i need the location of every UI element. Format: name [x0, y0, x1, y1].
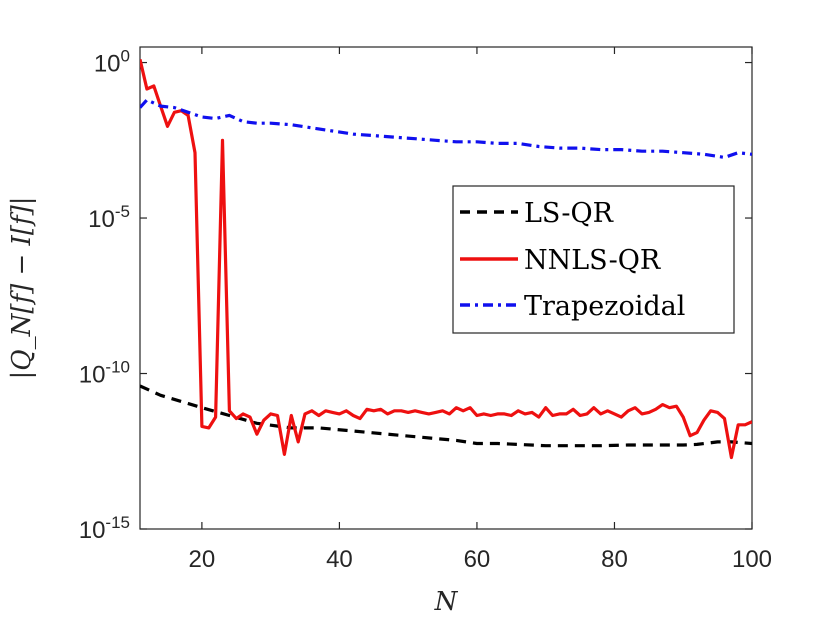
x-axis-label: N: [434, 587, 459, 617]
legend-label-nnls-qr: NNLS-QR: [524, 245, 661, 276]
x-tick-label: 100: [732, 546, 772, 573]
axis-ticks: 20 40 60 80 100 100 10-5 10-10 10-15: [79, 47, 772, 573]
series-line-nnls-qr: [140, 59, 752, 460]
y-axis-label: |Q_N[f] − I[f]|: [7, 197, 37, 380]
x-tick-label: 80: [601, 546, 628, 573]
y-tick-label: 10-10: [79, 358, 130, 389]
x-tick-label: 20: [189, 546, 216, 573]
series-line-ls-qr: [140, 384, 752, 448]
legend-label-trapezoidal: Trapezoidal: [524, 291, 685, 322]
x-tick-label: 60: [464, 546, 491, 573]
series-line-trapezoidal: [140, 98, 752, 159]
x-tick-label: 40: [326, 546, 353, 573]
y-tick-label: 10-15: [79, 513, 130, 544]
legend: LS-QR NNLS-QR Trapezoidal: [452, 185, 735, 334]
y-tick-label: 100: [94, 47, 130, 78]
series-layer: [140, 59, 752, 460]
y-tick-label: 10-5: [88, 202, 130, 233]
legend-label-ls-qr: LS-QR: [524, 198, 614, 229]
